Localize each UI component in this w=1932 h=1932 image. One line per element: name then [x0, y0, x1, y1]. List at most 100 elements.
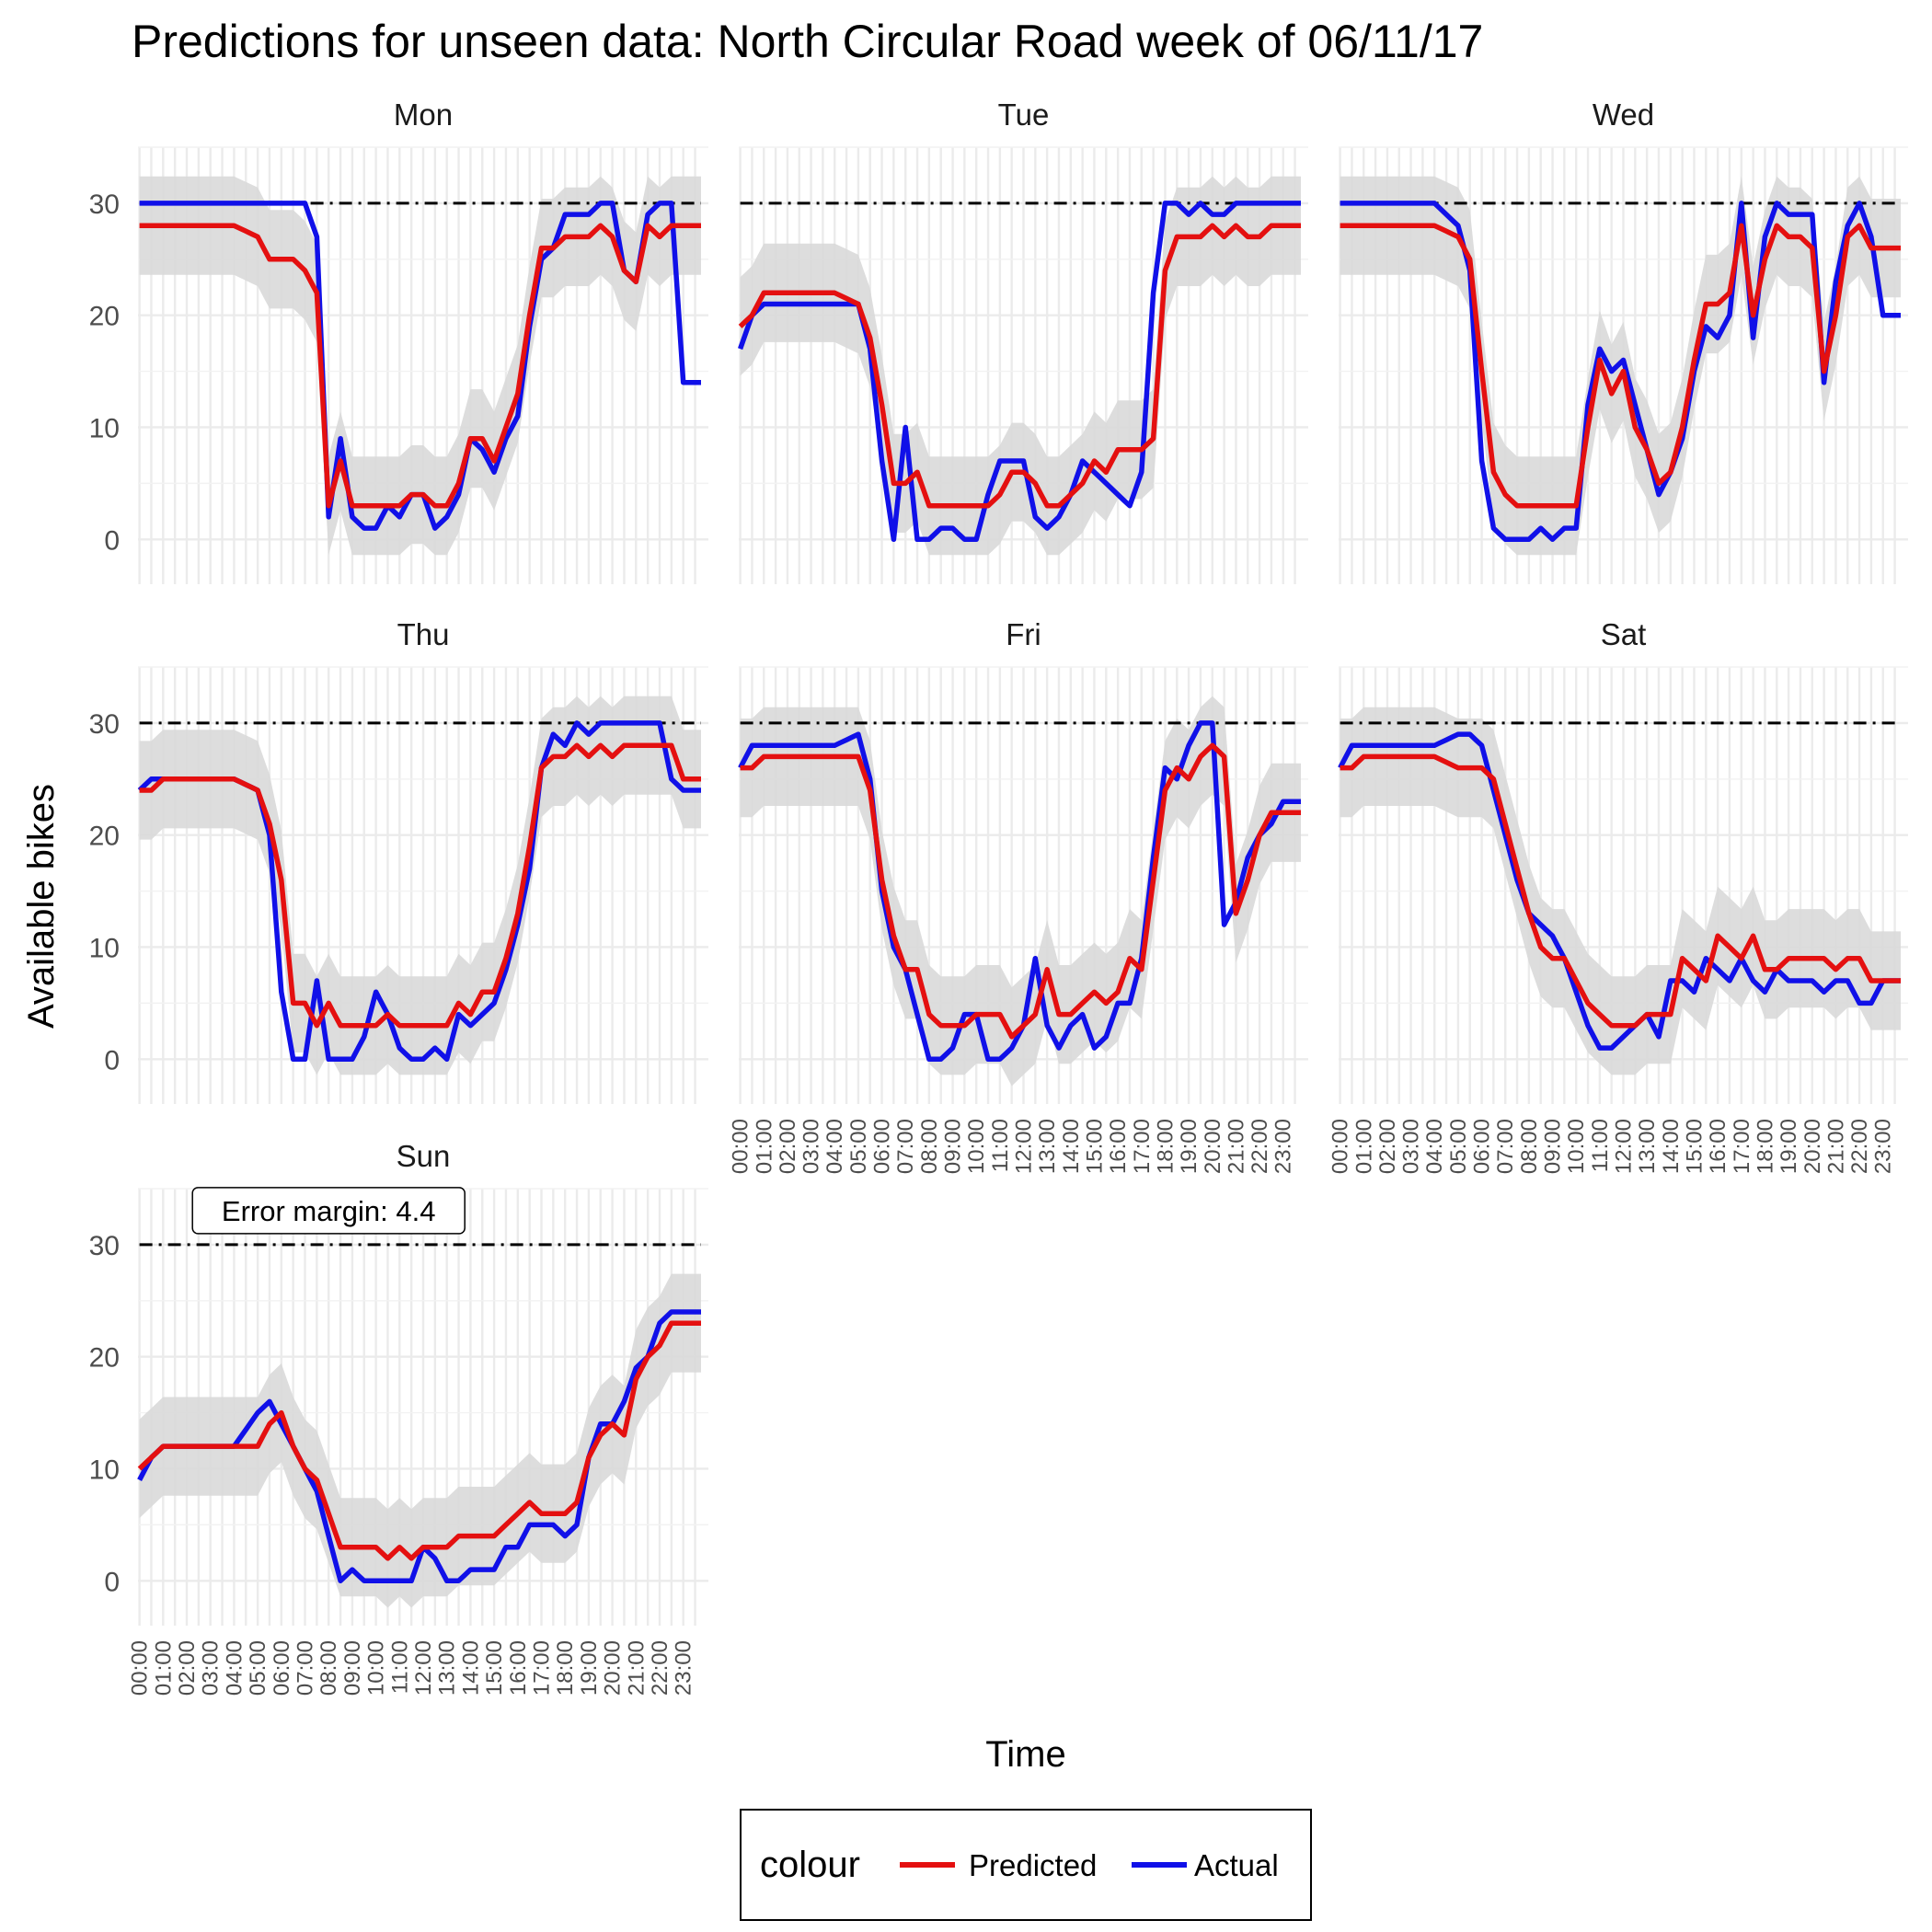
x-tick-label: 07:00: [893, 1119, 918, 1174]
x-tick-label: 19:00: [1777, 1119, 1801, 1174]
facet-mon: Mon 0 10 20 30: [89, 98, 708, 584]
x-tick-label: 06:00: [1470, 1119, 1495, 1174]
y-axis-title: Available bikes: [21, 784, 62, 1029]
x-tick-label: 10:00: [364, 1640, 389, 1696]
y-tick-label: 0: [104, 1567, 120, 1597]
error-band: [139, 1273, 702, 1608]
series-predicted-fri: [740, 742, 1301, 1040]
x-tick-label: 16:00: [1106, 1119, 1131, 1174]
y-tick-label: 10: [89, 1455, 120, 1485]
x-tick-label: 18:00: [1153, 1119, 1178, 1174]
x-tick-label: 21:00: [1823, 1119, 1848, 1174]
x-tick-label: 17:00: [1130, 1119, 1155, 1174]
legend-box: [740, 1809, 1312, 1921]
y-tick-label: 20: [89, 302, 120, 332]
x-tick-label: 14:00: [1659, 1119, 1684, 1174]
x-tick-label: 03:00: [1399, 1119, 1424, 1174]
x-tick-label: 17:00: [529, 1640, 554, 1696]
x-tick-label: 22:00: [1248, 1119, 1272, 1174]
x-tick-label: 08:00: [316, 1640, 341, 1696]
x-tick-label: 10:00: [964, 1119, 989, 1174]
x-tick-label: 08:00: [1517, 1119, 1542, 1174]
x-tick-label: 11:00: [988, 1119, 1013, 1172]
x-tick-label: 16:00: [1706, 1119, 1731, 1174]
x-tick-label: 13:00: [1635, 1119, 1660, 1174]
x-tick-label: 04:00: [1422, 1119, 1447, 1174]
x-tick-label: 13:00: [435, 1640, 460, 1696]
x-tick-label: 20:00: [1201, 1119, 1225, 1174]
y-tick-label: 20: [89, 1343, 120, 1374]
x-tick-label: 13:00: [1035, 1119, 1060, 1174]
x-tick-label: 22:00: [1847, 1119, 1872, 1174]
series-predicted-wed: [1340, 223, 1901, 509]
x-tick-label: 02:00: [1375, 1119, 1400, 1174]
x-tick-label: 15:00: [482, 1640, 507, 1696]
x-tick-label: 20:00: [601, 1640, 626, 1696]
chart-title: Predictions for unseen data: North Circu…: [132, 16, 1483, 67]
facet-sat: Sat 00:0001:0002:0003:0004:0005:0006:0007…: [1328, 617, 1908, 1174]
x-tick-label: 07:00: [293, 1640, 318, 1696]
x-tick-label: 09:00: [941, 1119, 966, 1174]
x-tick-label: 05:00: [846, 1119, 871, 1174]
x-tick-label: 09:00: [340, 1640, 365, 1696]
x-tick-label: 00:00: [729, 1119, 753, 1174]
x-tick-label: 01:00: [151, 1640, 176, 1696]
x-tick-label: 20:00: [1800, 1119, 1825, 1174]
facet-label-tue: Tue: [998, 98, 1050, 132]
x-tick-label: 23:00: [1271, 1119, 1296, 1174]
legend-title: colour: [760, 1845, 860, 1885]
y-tick-label: 0: [104, 525, 120, 556]
y-tick-label: 20: [89, 822, 120, 852]
x-tick-label: 12:00: [411, 1640, 436, 1696]
x-axis-title: Time: [985, 1734, 1065, 1775]
y-tick-label: 30: [89, 1231, 120, 1261]
x-tick-label: 14:00: [458, 1640, 483, 1696]
x-tick-label: 10:00: [1564, 1119, 1589, 1174]
x-tick-label: 05:00: [1446, 1119, 1471, 1174]
x-tick-label: 06:00: [270, 1640, 294, 1696]
facet-label-thu: Thu: [397, 617, 450, 651]
facet-label-fri: Fri: [1006, 617, 1041, 651]
legend: colour Predicted Actual: [740, 1809, 1312, 1921]
x-tick-label: 05:00: [246, 1640, 270, 1696]
error-band: [1340, 707, 1901, 1075]
x-tick-label: 03:00: [799, 1119, 824, 1174]
series-actual-sat: [1338, 731, 1901, 1051]
facet-wed: Wed: [1339, 98, 1908, 584]
facet-label-sun: Sun: [397, 1139, 451, 1173]
x-tick-label: 15:00: [1682, 1119, 1707, 1174]
x-tick-label: 04:00: [222, 1640, 247, 1696]
legend-label-predicted: Predicted: [969, 1848, 1097, 1882]
x-tick-label: 02:00: [175, 1640, 200, 1696]
x-tick-label: 23:00: [1871, 1119, 1896, 1174]
y-tick-label: 30: [89, 709, 120, 740]
x-tick-label: 00:00: [128, 1640, 153, 1696]
x-tick-label: 03:00: [199, 1640, 224, 1696]
facet-label-sat: Sat: [1601, 617, 1647, 651]
x-tick-label: 22:00: [648, 1640, 673, 1696]
series-predicted-sat: [1340, 753, 1901, 1029]
y-tick-label: 10: [89, 413, 120, 443]
facet-label-mon: Mon: [394, 98, 453, 132]
series-actual-tue: [738, 201, 1301, 543]
facet-sun: Sun 0 10 20 30 00:0001:0002:0003:0004:0005:00…: [89, 1139, 708, 1696]
facet-label-wed: Wed: [1593, 98, 1654, 132]
facet-thu: Thu 0 10 20 30: [89, 617, 708, 1104]
x-tick-label: 11:00: [387, 1640, 412, 1694]
legend-label-actual: Actual: [1194, 1848, 1279, 1882]
y-tick-label: 10: [89, 933, 120, 963]
error-band: [740, 176, 1301, 556]
x-tick-label: 19:00: [577, 1640, 602, 1696]
y-tick-label: 30: [89, 190, 120, 220]
x-tick-label: 01:00: [752, 1119, 776, 1174]
x-tick-label: 15:00: [1082, 1119, 1107, 1174]
x-tick-label: 01:00: [1351, 1119, 1376, 1174]
series-predicted-mon: [139, 223, 701, 509]
x-tick-label: 12:00: [1012, 1119, 1037, 1174]
x-tick-label: 17:00: [1730, 1119, 1754, 1174]
x-tick-label: 11:00: [1588, 1119, 1613, 1172]
series-predicted-thu: [139, 742, 701, 1029]
x-tick-label: 21:00: [1224, 1119, 1248, 1174]
